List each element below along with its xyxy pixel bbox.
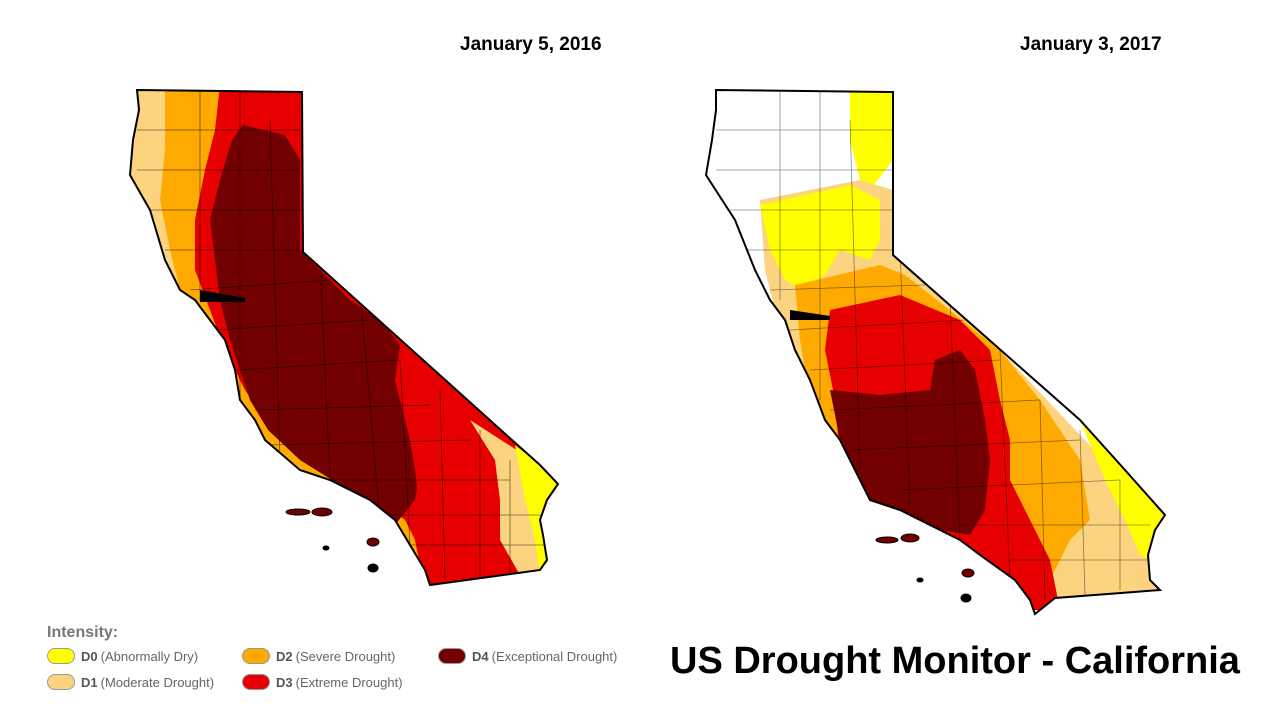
page-title: US Drought Monitor - California [670,640,1240,682]
legend-label-d1: (Moderate Drought) [100,674,215,690]
legend-code-d0: D0 [81,648,98,664]
legend-code-d1: D1 [81,674,98,690]
region-d0-north [850,90,893,190]
channel-islands-2016 [285,507,380,573]
legend-swatch-d3 [242,674,270,690]
legend-item-d4: D4 (Exceptional Drought) [438,648,617,664]
region-d4 [830,350,990,535]
channel-islands-2017 [875,533,975,603]
legend-code-d4: D4 [472,648,489,664]
county-lines-2017 [716,90,1150,601]
legend-item-d3: D3 (Extreme Drought) [242,674,403,690]
county-lines [137,90,545,581]
legend-code-d3: D3 [276,674,293,690]
bay-delta [200,290,245,302]
map-2017 [706,90,1165,614]
legend-label-d2: (Severe Drought) [295,648,396,664]
legend-item-d0: D0 (Abnormally Dry) [47,648,198,664]
legend-item-d2: D2 (Severe Drought) [242,648,395,664]
bay-delta-2017 [790,310,830,320]
legend-label-d0: (Abnormally Dry) [100,648,199,664]
legend-label-d3: (Extreme Drought) [295,674,403,690]
legend-swatch-d0 [47,648,75,664]
legend-label-d4: (Exceptional Drought) [491,648,618,664]
legend-code-d2: D2 [276,648,293,664]
legend-swatch-d1 [47,674,75,690]
legend-title: Intensity: [47,624,119,641]
legend-swatch-d4 [438,648,466,664]
map-2016 [130,90,558,585]
legend-item-d1: D1 (Moderate Drought) [47,674,214,690]
region-d0-central [760,185,880,290]
region-d0-east [1080,420,1165,560]
region-d4 [210,125,420,525]
legend-swatch-d2 [242,648,270,664]
map-date-2017: January 3, 2017 [1020,34,1162,55]
region-d3-east [395,380,490,525]
california-outline-2016 [128,88,560,587]
california-outline-2017 [704,88,1167,616]
map-date-2016: January 5, 2016 [460,34,602,55]
